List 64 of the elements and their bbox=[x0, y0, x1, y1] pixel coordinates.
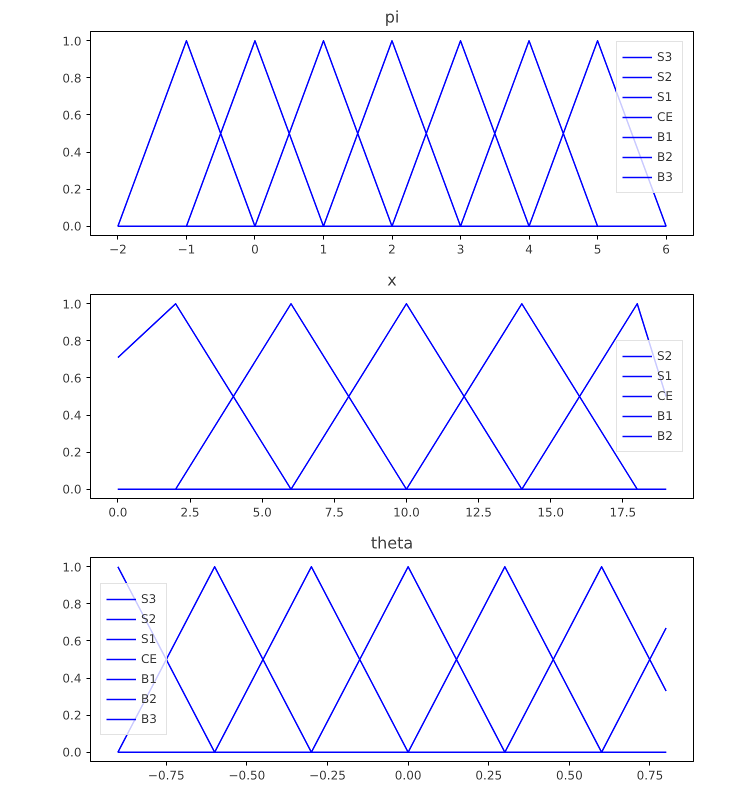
chart-title: theta bbox=[370, 534, 414, 552]
y-tick-label: 0.0 bbox=[62, 482, 82, 497]
y-tick-label: 0.2 bbox=[62, 446, 82, 460]
legend-label: S1 bbox=[657, 369, 674, 383]
x-tick-label: 3 bbox=[456, 242, 464, 256]
y-tick-label: 0.8 bbox=[62, 71, 82, 86]
legend-label: CE bbox=[141, 652, 158, 666]
y-tick-label: 1.0 bbox=[62, 560, 82, 574]
legend-label: S1 bbox=[141, 632, 158, 646]
legend-label: B1 bbox=[657, 130, 674, 144]
y-tick-label: 0.6 bbox=[62, 371, 82, 386]
legend-label: B3 bbox=[141, 712, 158, 726]
x-tick-label: −2 bbox=[109, 242, 127, 256]
y-tick-label: 0.0 bbox=[62, 220, 82, 234]
legend-label: S3 bbox=[141, 592, 158, 606]
legend-label: B2 bbox=[657, 150, 674, 164]
x-tick-label: 0.25 bbox=[475, 768, 502, 782]
x-tick-label: 6 bbox=[662, 242, 670, 256]
legend-label: B2 bbox=[657, 429, 674, 443]
y-tick-label: 0.8 bbox=[62, 597, 82, 612]
y-tick-label: 0.4 bbox=[62, 408, 82, 423]
y-tick-label: 0.2 bbox=[62, 708, 82, 723]
x-tick-label: 17.5 bbox=[609, 506, 636, 520]
x-tick-label: 0.75 bbox=[636, 768, 664, 782]
x-tick-label: 2.5 bbox=[180, 506, 200, 520]
x-tick-label: −0.50 bbox=[228, 768, 266, 782]
x-tick-label: 0.0 bbox=[108, 506, 128, 520]
x-tick-label: 10.0 bbox=[393, 506, 420, 520]
legend-label: S2 bbox=[657, 70, 674, 84]
x-tick-label: 12.5 bbox=[465, 506, 492, 520]
legend-label: CE bbox=[657, 389, 674, 403]
y-tick-label: 0.6 bbox=[62, 108, 82, 122]
y-tick-label: 1.0 bbox=[62, 297, 82, 312]
y-tick-label: 0.6 bbox=[62, 634, 82, 648]
y-tick-label: 0.4 bbox=[62, 146, 82, 160]
legend-label: S1 bbox=[657, 90, 674, 104]
legend-label: S3 bbox=[657, 50, 674, 64]
x-tick-label: 0.00 bbox=[394, 768, 422, 782]
x-tick-label: −0.75 bbox=[148, 768, 185, 782]
x-tick-label: 7.5 bbox=[324, 506, 344, 520]
x-tick-label: 0 bbox=[251, 242, 259, 256]
y-tick-label: 0.0 bbox=[62, 746, 82, 760]
legend-label: B3 bbox=[657, 170, 674, 184]
y-tick-label: 0.2 bbox=[62, 182, 82, 197]
chart-title: pi bbox=[384, 8, 400, 26]
x-tick-label: 5.0 bbox=[252, 506, 272, 520]
y-tick-label: 1.0 bbox=[62, 34, 82, 48]
x-tick-label: 1 bbox=[320, 242, 328, 256]
y-tick-label: 0.4 bbox=[62, 672, 82, 686]
x-tick-label: 2 bbox=[388, 242, 396, 256]
legend-label: B1 bbox=[141, 672, 158, 686]
legend-label: B2 bbox=[141, 692, 158, 706]
legend-label: B1 bbox=[657, 409, 674, 423]
x-tick-label: −0.25 bbox=[309, 768, 346, 782]
legend-label: S2 bbox=[657, 349, 674, 363]
legend-label: CE bbox=[657, 110, 674, 124]
x-tick-label: 5 bbox=[594, 242, 602, 256]
x-tick-label: 15.0 bbox=[537, 506, 564, 520]
x-tick-label: 4 bbox=[525, 242, 533, 256]
chart-title: x bbox=[387, 270, 397, 290]
x-tick-label: 0.50 bbox=[556, 768, 583, 782]
legend-label: S2 bbox=[141, 612, 158, 626]
x-tick-label: −1 bbox=[178, 242, 196, 256]
y-tick-label: 0.8 bbox=[62, 334, 82, 348]
